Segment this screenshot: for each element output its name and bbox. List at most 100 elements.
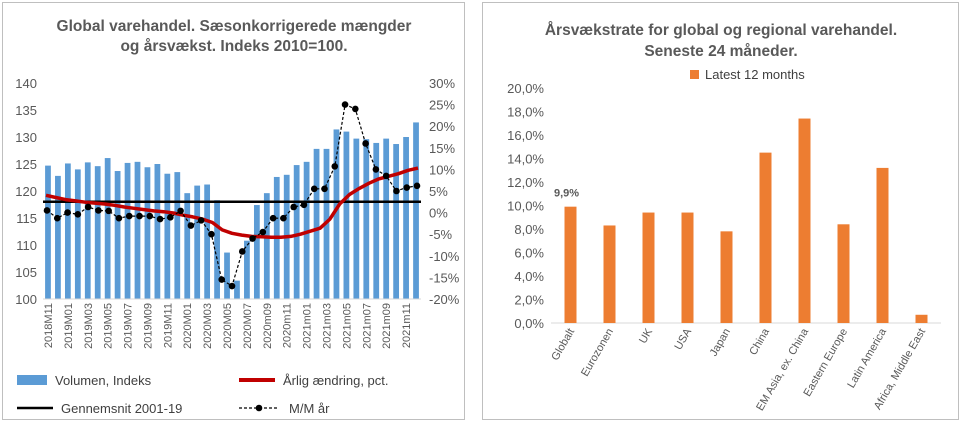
left-chart: Global varehandel. Sæsonkorrigerede mæng… [15,18,460,416]
y-left-tick-label: 110 [16,238,37,253]
mm-point [105,207,112,215]
volume-bar [253,205,260,299]
legend-mm-marker [255,404,263,412]
legend-volume-label: Volumen, Indeks [55,373,152,388]
volume-bar [154,164,161,299]
mm-point [64,209,71,216]
category-label: China [747,326,772,358]
y-right-tick-label: -5% [429,227,453,242]
bar-data-label: 9,9% [554,188,579,200]
category-label: Globalt [549,327,577,363]
mm-point [321,185,328,193]
x-tick-label: 2020M03 [202,303,214,349]
annual-change-line [45,166,419,239]
x-tick-label: 2019M05 [103,303,115,349]
mm-point [115,214,123,222]
category-label: UK [637,326,655,346]
y-tick-label: 20,0% [507,81,544,96]
volume-bar [214,200,220,299]
x-tick-label: 2021m11 [401,303,413,348]
mm-point [362,140,369,147]
growth-bar [759,152,772,323]
volume-bar [114,171,121,299]
volume-bar [244,240,250,299]
growth-bar [876,167,889,323]
left-chart-panel: Global varehandel. Sæsonkorrigerede mæng… [2,2,465,420]
x-tick-label: 2019M09 [142,303,154,349]
growth-bar [603,225,616,323]
mm-point [177,207,184,215]
mm-point [238,248,246,255]
volume-bar [403,137,409,299]
chart-title-line: Global varehandel. Sæsonkorrigerede mæng… [57,18,412,35]
y-right-tick-label: 15% [429,141,455,156]
mm-point [310,185,318,193]
legend-volume-swatch [17,375,47,385]
volume-bar [363,139,370,299]
volume-bar [333,129,340,299]
mm-point [53,214,61,222]
y-tick-label: 2,0% [514,293,544,308]
volume-bar [74,169,81,299]
x-tick-label: 2021m09 [381,303,393,349]
x-tick-label: 2018M11 [43,303,55,348]
mm-point [413,182,421,190]
legend-label: Latest 12 months [705,67,805,82]
mm-point [259,228,267,236]
growth-bar [681,212,694,323]
growth-bar [564,206,577,323]
volume-bar [234,280,240,299]
chart-title-line: Årsvækstrate for global og regional vare… [545,22,897,39]
y-tick-label: 0,0% [514,316,544,331]
growth-bar [720,231,733,323]
y-right-tick-label: 0% [429,206,448,221]
volume-bar [393,144,400,299]
y-tick-label: 4,0% [514,269,544,284]
x-tick-label: 2021m07 [361,303,373,349]
volume-bar [224,252,230,299]
mm-point [218,276,226,283]
y-right-tick-label: -20% [429,292,460,307]
category-label: Eastern Europe [801,327,850,399]
mm-point [382,172,390,180]
volume-bar [64,163,71,299]
category-label: USA [672,326,694,352]
mm-point [300,201,308,209]
y-right-tick-label: 10% [429,162,455,177]
y-right-tick-label: 5% [429,184,448,199]
mm-point [197,217,205,224]
mm-point [167,214,174,221]
legend-swatch [690,70,699,79]
mm-point [331,163,339,170]
growth-bar [642,212,655,323]
y-tick-label: 16,0% [507,128,544,143]
mm-point [290,203,297,211]
volume-bar [94,166,101,299]
mm-point [403,184,411,191]
x-tick-label: 2019M01 [63,303,75,349]
legend-mm-label: M/M år [289,401,330,416]
x-tick-label: 2020m11 [282,303,294,348]
y-tick-label: 6,0% [514,246,544,261]
mm-point [393,187,400,195]
x-tick-label: 2020M01 [182,303,194,349]
y-right-tick-label: 20% [429,119,455,134]
volume-bar [144,167,151,299]
y-tick-label: 14,0% [507,152,544,167]
x-tick-label: 2020M07 [242,303,254,349]
volume-bar [84,162,91,299]
growth-bar [837,224,850,323]
mm-point [269,214,277,222]
y-left-tick-label: 130 [15,130,37,145]
y-right-tick-label: 30% [429,76,455,91]
volume-bar [293,165,300,299]
volume-bar [124,162,131,299]
mm-point [136,212,143,220]
mm-point [146,212,154,220]
y-left-tick-label: 115 [16,211,37,226]
x-tick-label: 2019M07 [123,303,135,349]
mm-point [249,235,256,242]
chart-title-line: Seneste 24 måneder. [644,43,797,60]
legend-average-label: Gennemsnit 2001-19 [61,401,182,416]
y-left-tick-label: 140 [15,76,37,91]
